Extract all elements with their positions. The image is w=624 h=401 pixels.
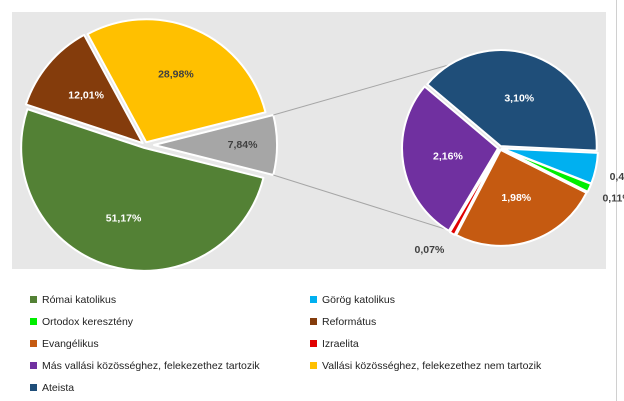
sub-label-evangelikus: 1,98% <box>501 192 531 204</box>
sub-slice-ortodox-kereszteny <box>500 147 593 193</box>
sub-slice-izraelita <box>448 148 501 236</box>
sub-label-ortodox-kereszteny: 0,11% <box>602 193 624 205</box>
legend-swatch <box>30 318 37 325</box>
legend-swatch <box>310 340 317 347</box>
sub-label-ateista: 3,10% <box>504 93 534 105</box>
legend-item-izraelita: Izraelita <box>310 334 610 353</box>
sub-label-gorog-katolikus: 0,41% <box>610 171 624 183</box>
legend-item-romai-katolikus: Római katolikus <box>30 290 310 309</box>
frame-edge <box>616 0 617 401</box>
legend-label: Vallási közösséghez, felekezethez nem ta… <box>322 359 542 372</box>
legend-label: Római katolikus <box>42 293 117 306</box>
legend-label: Görög katolikus <box>322 293 395 306</box>
legend-item-vallasi-kozosseghez-felekezethez-nem-tartozik: Vallási közösséghez, felekezethez nem ta… <box>310 356 610 375</box>
legend-item-gorog-katolikus: Görög katolikus <box>310 290 610 309</box>
main-slice-reformatus <box>24 33 144 145</box>
sub-label-mas-vallasi-kozosseghez-felekezethez-tartozik: 2,16% <box>433 151 463 163</box>
legend-label: Református <box>322 315 377 328</box>
sub-slice-ateista <box>426 49 598 152</box>
main-label-vallasi-kozosseghez-felekezethez-nem-tartozik: 28,98% <box>158 68 194 80</box>
legend-item-reformatus: Református <box>310 312 610 331</box>
legend-swatch <box>30 362 37 369</box>
chart-legend: Római katolikus Görög katolikus Ortodox ke… <box>30 290 610 397</box>
legend-swatch <box>310 318 317 325</box>
legend-item-evangelikus: Evangélikus <box>30 334 310 353</box>
main-label-egyeb: 7,84% <box>228 139 258 151</box>
sub-label-izraelita: 0,07% <box>415 244 445 256</box>
legend-label: Evangélikus <box>42 337 99 350</box>
sub-slice-mas-vallasi-kozosseghez-felekezethez-tartozik <box>401 85 500 232</box>
legend-item-ortodox-kereszteny: Ortodox keresztény <box>30 312 310 331</box>
legend-label: Ateista <box>42 381 75 394</box>
main-slice-romai-katolikus <box>20 108 265 272</box>
legend-swatch <box>310 362 317 369</box>
legend-label: Izraelita <box>322 337 359 350</box>
main-slice-vallasi-kozosseghez-felekezethez-nem-tartozik <box>86 18 267 144</box>
legend-swatch <box>30 384 37 391</box>
legend-swatch <box>310 296 317 303</box>
legend-item-ateista: Ateista <box>30 378 310 397</box>
legend-label: Más vallási közösséghez, felekezethez ta… <box>42 359 260 372</box>
main-label-reformatus: 12,01% <box>68 89 104 101</box>
connector-line-top <box>273 55 481 116</box>
legend-label: Ortodox keresztény <box>42 315 134 328</box>
legend-item-mas-vallasi-kozosseghez-felekezethez-tartozik: Más vallási közösséghez, felekezethez ta… <box>30 356 310 375</box>
legend-swatch <box>30 340 37 347</box>
main-slice-egyeb <box>153 114 278 176</box>
legend-swatch <box>30 296 37 303</box>
sub-slice-evangelikus <box>455 148 588 247</box>
main-label-romai-katolikus: 51,17% <box>106 213 142 225</box>
